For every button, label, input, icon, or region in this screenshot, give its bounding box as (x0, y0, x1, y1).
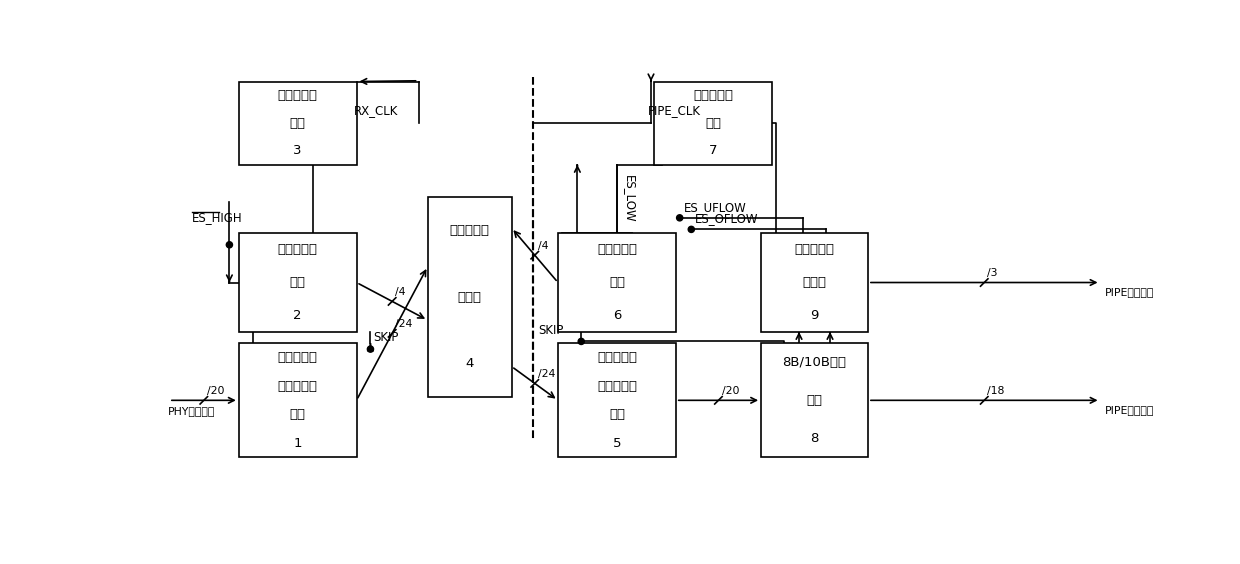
Circle shape (677, 215, 683, 221)
Bar (761, 233, 868, 332)
Bar (238, 82, 357, 165)
Text: 模块: 模块 (609, 408, 625, 421)
Text: 写数据和数: 写数据和数 (278, 351, 317, 364)
Text: PIPE_CLK: PIPE_CLK (647, 104, 701, 117)
Text: 接收状态产: 接收状态产 (795, 243, 835, 256)
Text: /3: /3 (987, 268, 998, 278)
Text: ES_HIGH: ES_HIGH (192, 212, 243, 224)
Text: 8: 8 (810, 432, 818, 445)
Text: ES_UFLOW: ES_UFLOW (683, 201, 746, 214)
Text: 模块: 模块 (290, 408, 305, 421)
Bar (761, 343, 868, 457)
Text: PIPE接收状态: PIPE接收状态 (1105, 287, 1153, 297)
Text: 写指针控制: 写指针控制 (278, 243, 317, 256)
Text: 模块: 模块 (290, 276, 305, 289)
Text: 生模块: 生模块 (802, 276, 827, 289)
Bar (238, 233, 357, 332)
Text: SKIP: SKIP (373, 332, 399, 345)
Text: ES_LOW: ES_LOW (624, 175, 636, 223)
Text: PIPE接收数据: PIPE接收数据 (1105, 405, 1153, 415)
Text: 据标志产生: 据标志产生 (596, 380, 637, 393)
Text: SKIP: SKIP (538, 324, 564, 337)
Text: 模块: 模块 (609, 276, 625, 289)
Circle shape (367, 346, 373, 352)
Text: 写深度计算: 写深度计算 (278, 89, 317, 102)
Text: /18: /18 (987, 386, 1004, 396)
Text: 模块: 模块 (706, 117, 720, 130)
Text: 模块: 模块 (290, 117, 305, 130)
Text: RX_CLK: RX_CLK (353, 104, 398, 117)
Text: 5: 5 (613, 437, 621, 450)
Text: 据标志产生: 据标志产生 (278, 380, 317, 393)
Circle shape (226, 242, 233, 248)
Bar (558, 343, 676, 457)
Text: 8B/10B解码: 8B/10B解码 (782, 356, 847, 369)
Text: ES_OFLOW: ES_OFLOW (696, 213, 759, 226)
Text: 模块: 模块 (806, 394, 822, 407)
Text: /24: /24 (396, 319, 413, 329)
Bar (428, 197, 511, 397)
Text: 4: 4 (465, 358, 474, 371)
Bar (558, 233, 676, 332)
Text: 7: 7 (709, 144, 717, 157)
Text: /4: /4 (538, 241, 548, 250)
Text: /24: /24 (538, 369, 556, 379)
Text: 1: 1 (294, 437, 301, 450)
Text: /20: /20 (722, 386, 739, 396)
Text: 读深度计算: 读深度计算 (693, 89, 733, 102)
Text: 6: 6 (613, 309, 621, 322)
Text: /20: /20 (207, 386, 224, 396)
Text: 弹性缓冲区: 弹性缓冲区 (450, 224, 490, 237)
Text: /4: /4 (396, 287, 405, 297)
Text: 读数据和数: 读数据和数 (596, 351, 637, 364)
Text: 读指针控制: 读指针控制 (596, 243, 637, 256)
Bar (655, 82, 771, 165)
Circle shape (578, 338, 584, 345)
Text: 9: 9 (810, 309, 818, 322)
Circle shape (688, 226, 694, 232)
Bar (238, 343, 357, 457)
Text: 2: 2 (294, 309, 301, 322)
Text: 3: 3 (294, 144, 301, 157)
Text: 存储器: 存储器 (458, 290, 481, 303)
Text: PHY接收数据: PHY接收数据 (167, 407, 215, 416)
